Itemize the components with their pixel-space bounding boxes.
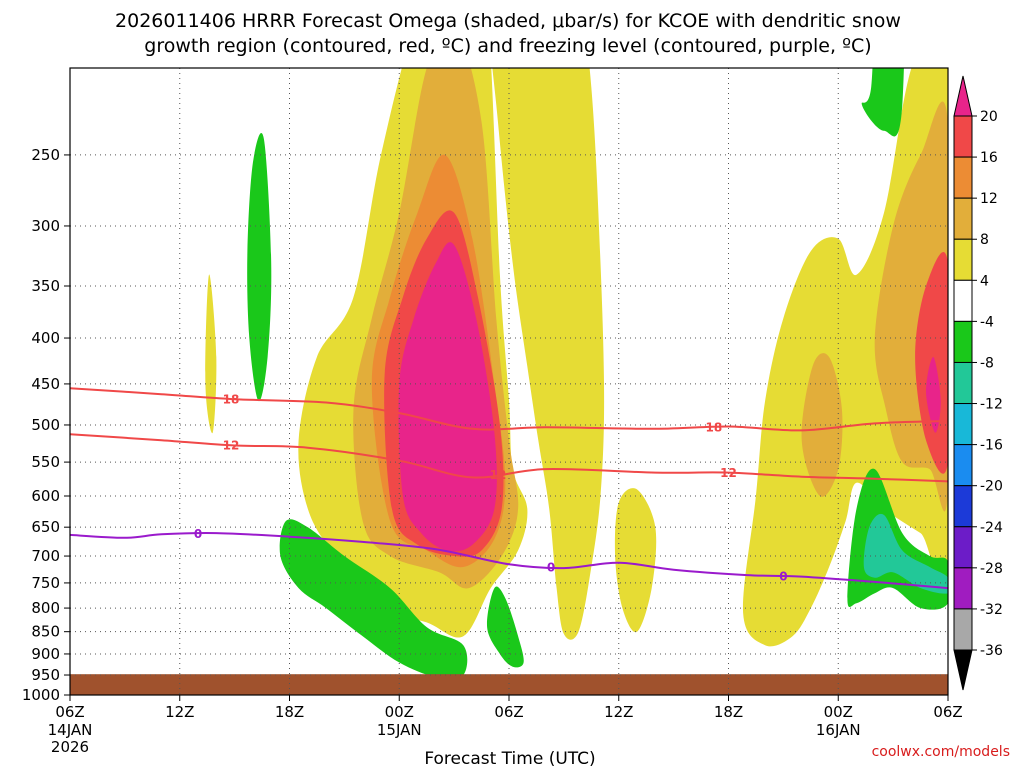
colorbar-tick-label-11: -28 [980,561,1003,577]
colorbar-top-arrow [953,75,973,117]
colorbar-box-1 [953,156,973,199]
colorbar: 20 16 12 8 4 -4 -8 -12 -16 -20 -24 -28 -32 -36 [953,75,1003,691]
region-yellow-right-plume [742,68,948,647]
chart-title-line-2: growth region (contoured, red, ºC) and f… [144,35,871,57]
y-tick-label-250: 250 [31,146,60,164]
contour-label-dgz-18-1: 18 [706,420,723,434]
region-yellow-late-column [614,488,657,633]
colorbar-bottom-arrow [953,649,973,691]
x-tick-label-8: 06Z [933,703,962,721]
x-tick-label-2: 18Z [275,703,304,721]
contour-label-dgz-12-0: 12 [223,439,240,453]
contour-label-dgz-12-1: 12 [490,468,507,482]
y-tick-label-1000: 1000 [22,686,60,704]
y-tick-label-550: 550 [31,453,60,471]
y-tick-label-850: 850 [31,623,60,641]
y-tick-label-650: 650 [31,518,60,536]
y-tick-label-300: 300 [31,217,60,235]
plot-area: 18 18 12 12 12 0 0 0 [70,68,948,696]
y-tick-label-950: 950 [31,666,60,684]
region-yellow-left-band [205,274,217,434]
colorbar-tick-label-1: 16 [980,150,998,166]
colorbar-box-11 [953,567,973,610]
region-green-left-column [247,133,272,402]
contour-freezing-level [70,532,948,590]
x-tick-date-7: 16JAN [816,721,861,739]
colorbar-tick-label-4: 4 [980,273,989,289]
region-magenta-right-core [925,356,941,433]
colorbar-box-10 [953,526,973,569]
colorbar-box-9 [953,485,973,528]
y-tick-label-450: 450 [31,375,60,393]
colorbar-box-3 [953,238,973,281]
region-green-lower-mid [486,586,524,668]
colorbar-box-6 [953,361,973,405]
contour-lines: 18 18 12 12 12 0 0 0 [70,387,948,590]
contour-label-freezing-level-1: 0 [547,561,555,575]
x-tick-label-0: 06Z [55,703,84,721]
colorbar-box-4 [953,279,973,322]
y-tick-label-900: 900 [31,645,60,663]
colorbar-box-8 [953,444,973,487]
region-green-top [861,68,904,137]
colorbar-tick-label-8: -16 [980,438,1003,454]
axes: 250 300 350 400 450 500 550 600 650 700 750 800 850 9… [22,67,963,756]
colorbar-box-12 [953,608,973,651]
contour-label-dgz-12-2: 12 [720,466,737,480]
colorbar-box-0 [953,115,973,158]
shaded-regions [70,68,948,695]
region-teal-right [863,514,948,594]
x-tick-date-0: 14JAN [48,721,93,739]
chart-title-line-1: 2026011406 HRRR Forecast Omega (shaded, … [115,10,901,32]
colorbar-tick-label-9: -20 [980,479,1003,495]
x-tick-date-3: 15JAN [377,721,422,739]
x-tick-label-3: 00Z [385,703,414,721]
y-tick-label-350: 350 [31,277,60,295]
x-tick-label-7: 00Z [824,703,853,721]
y-tick-label-500: 500 [31,416,60,434]
colorbar-tick-label-12: -32 [980,602,1003,618]
region-yellow-top-right-column [492,68,605,640]
colorbar-tick-label-7: -12 [980,397,1003,413]
ground-fill [70,674,948,695]
colorbar-box-2 [953,197,973,240]
colorbar-box-5 [953,320,973,363]
y-tick-label-400: 400 [31,329,60,347]
y-tick-label-750: 750 [31,574,60,592]
y-tick-label-600: 600 [31,487,60,505]
contour-label-dgz-18-0: 18 [223,392,240,406]
region-orange-right-mid [801,353,843,497]
region-green-lower-band [279,519,468,679]
x-tick-label-4: 06Z [494,703,523,721]
x-tick-label-1: 12Z [165,703,194,721]
x-tick-label-5: 12Z [604,703,633,721]
y-tick-label-700: 700 [31,547,60,565]
x-tick-label-6: 18Z [714,703,743,721]
colorbar-tick-label-0: 20 [980,109,998,125]
colorbar-tick-label-6: -8 [980,355,994,371]
credit-text: coolwx.com/models [872,744,1010,760]
colorbar-tick-label-10: -24 [980,520,1003,536]
colorbar-box-7 [953,403,973,446]
colorbar-tick-label-3: 8 [980,232,989,248]
colorbar-tick-label-2: 12 [980,191,998,207]
region-magenta-core [398,242,497,552]
contour-dgz-18 [70,387,948,432]
colorbar-tick-label-13: -36 [980,643,1003,659]
y-tick-label-800: 800 [31,599,60,617]
colorbar-tick-label-5: -4 [980,314,994,330]
contour-label-freezing-level-2: 0 [779,570,787,584]
x-axis-label: Forecast Time (UTC) [424,749,595,768]
contour-dgz-12 [70,433,948,483]
x-tick-year-0: 2026 [51,738,89,756]
contour-label-freezing-level-0: 0 [194,527,202,541]
